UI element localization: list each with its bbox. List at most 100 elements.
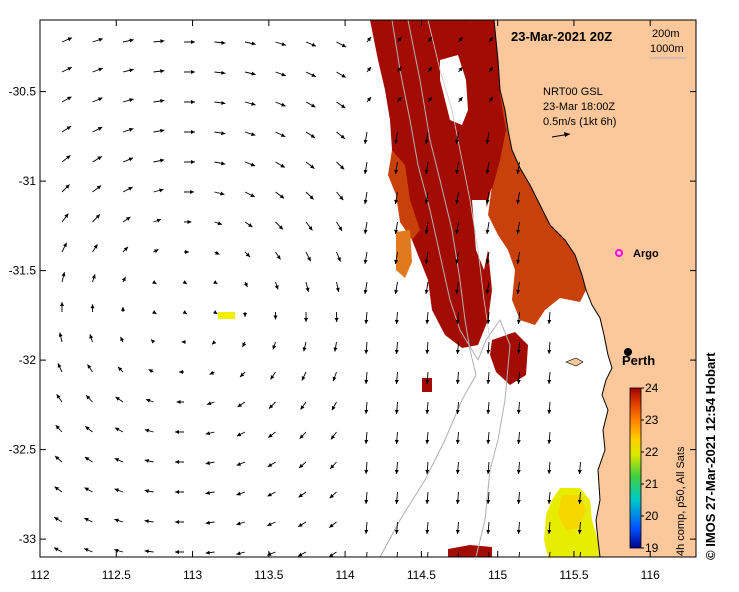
current-vector-head bbox=[176, 399, 181, 404]
current-vector-head bbox=[488, 37, 493, 42]
credit-label: IMOS 27-Mar-2021 12:54 Hobart bbox=[703, 352, 718, 547]
current-vector-head bbox=[364, 560, 368, 564]
current-vector-head bbox=[339, 165, 345, 170]
current-vector-head bbox=[458, 97, 463, 102]
current-vector-head bbox=[205, 490, 210, 495]
current-vector-head bbox=[114, 458, 120, 462]
current-vector-head bbox=[455, 139, 460, 144]
current-vector-head bbox=[425, 499, 430, 504]
current-vector-head bbox=[251, 71, 256, 76]
current-vector-head bbox=[485, 289, 490, 294]
current-vector-head bbox=[455, 319, 460, 324]
current-vector-head bbox=[455, 349, 460, 354]
sst-patch-orange bbox=[396, 230, 412, 278]
current-vector-head bbox=[217, 221, 222, 226]
current-vector-head bbox=[175, 549, 180, 554]
current-vector-head bbox=[427, 37, 432, 42]
current-vector-head bbox=[251, 101, 256, 106]
current-vector-head bbox=[154, 249, 159, 254]
current-vector-head bbox=[221, 100, 226, 105]
current-vector-head bbox=[516, 319, 521, 324]
current-vector-head bbox=[221, 70, 226, 75]
current-vector-head bbox=[250, 193, 255, 197]
current-vector-head bbox=[274, 285, 279, 290]
current-vector-head bbox=[486, 379, 491, 384]
sst-yellow-core bbox=[558, 495, 586, 530]
colorbar-tick-label: 21 bbox=[645, 477, 659, 491]
coastline bbox=[493, 20, 613, 557]
current-vector-head bbox=[57, 363, 62, 368]
current-vector-head bbox=[300, 405, 305, 410]
contour-inner bbox=[427, 20, 491, 341]
current-vector-head bbox=[209, 370, 214, 375]
current-vector-head bbox=[547, 409, 552, 414]
current-vector-head bbox=[341, 104, 346, 109]
current-vector-head bbox=[240, 372, 245, 377]
current-vector-head bbox=[60, 302, 65, 307]
contour-1000m bbox=[379, 20, 477, 557]
current-vector-head bbox=[242, 342, 247, 347]
current-vector-head bbox=[366, 37, 371, 42]
current-vector-head bbox=[394, 289, 399, 294]
current-vector-head bbox=[64, 213, 69, 218]
current-vector-head bbox=[363, 139, 368, 144]
current-vector-head bbox=[340, 134, 345, 139]
current-vector-head bbox=[424, 229, 429, 234]
current-vector-head bbox=[86, 395, 91, 400]
current-vector-head bbox=[330, 464, 335, 469]
current-vector-head bbox=[397, 67, 402, 72]
current-vector-head bbox=[394, 199, 399, 204]
current-vector-head bbox=[395, 560, 399, 564]
lon-tick-label: 115.5 bbox=[559, 568, 588, 582]
current-vector-head bbox=[302, 347, 307, 352]
current-vector-head bbox=[310, 164, 315, 169]
current-vector-head bbox=[425, 439, 430, 444]
current-vector-head bbox=[394, 529, 399, 534]
current-vector-head bbox=[129, 68, 134, 73]
current-vector-head bbox=[175, 459, 180, 464]
current-vector-head bbox=[89, 334, 94, 339]
lat-tick-label: -32.5 bbox=[9, 443, 37, 457]
current-vector-head bbox=[394, 349, 399, 354]
current-vector-head bbox=[215, 250, 220, 255]
current-vector-head bbox=[267, 463, 273, 467]
current-vector-head bbox=[394, 379, 399, 384]
current-vector-head bbox=[335, 287, 340, 292]
current-vector-head bbox=[455, 259, 460, 264]
current-vector-head bbox=[311, 42, 317, 47]
current-vector-head bbox=[250, 132, 256, 137]
lon-tick-label: 112.5 bbox=[102, 568, 131, 582]
current-vector-head bbox=[394, 439, 399, 444]
current-vector-head bbox=[397, 37, 402, 42]
current-vector-head bbox=[485, 199, 490, 204]
current-vector-head bbox=[516, 169, 521, 174]
current-vector-head bbox=[455, 289, 460, 294]
current-vector-head bbox=[221, 131, 226, 136]
current-vector-head bbox=[547, 349, 552, 354]
lat-tick-label: -33 bbox=[19, 532, 37, 546]
lon-tick-label: 113.5 bbox=[254, 568, 283, 582]
current-vector-head bbox=[455, 379, 460, 384]
current-vector-head bbox=[280, 133, 286, 137]
current-vector-head bbox=[305, 287, 310, 292]
current-vector-head bbox=[339, 195, 344, 201]
current-vector bbox=[488, 551, 490, 557]
current-vector-head bbox=[220, 161, 226, 166]
current-vector bbox=[366, 551, 368, 557]
current-vector-head bbox=[363, 229, 368, 234]
current-vector-head bbox=[394, 139, 399, 144]
colorbar-tick-label: 22 bbox=[645, 445, 659, 459]
current-vector-head bbox=[333, 347, 338, 352]
current-vector-head bbox=[455, 469, 460, 474]
current-vector-head bbox=[159, 158, 165, 163]
current-vector-head bbox=[311, 73, 316, 77]
current-vector-head bbox=[205, 550, 210, 555]
current-vector bbox=[457, 551, 459, 557]
lat-tick-label: -30.5 bbox=[9, 85, 37, 99]
current-vector-head bbox=[427, 67, 432, 72]
current-vector-head bbox=[486, 560, 490, 564]
current-vector-head bbox=[85, 426, 90, 431]
current-vector-head bbox=[485, 139, 490, 144]
current-vector-head bbox=[516, 409, 521, 414]
current-vector-head bbox=[577, 469, 582, 474]
